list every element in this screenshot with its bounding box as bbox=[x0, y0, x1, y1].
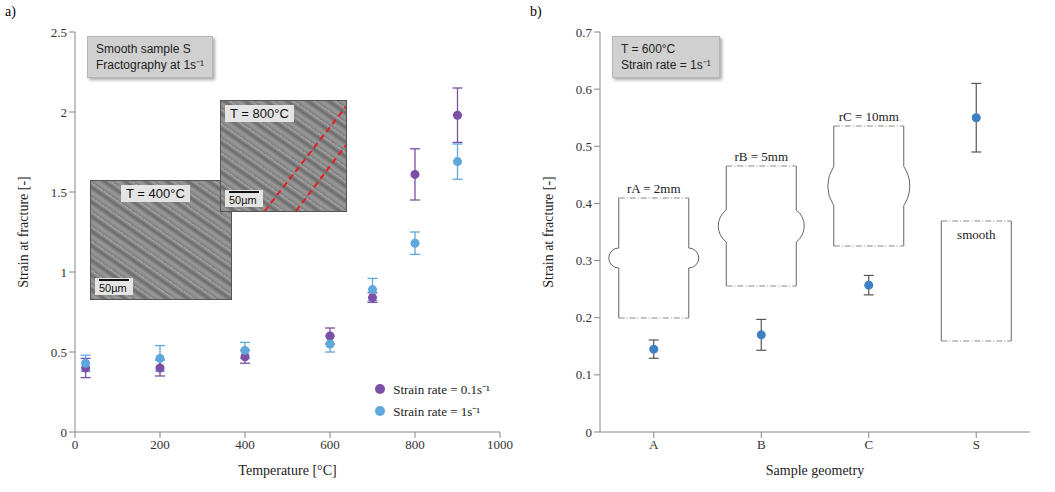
svg-text:0.3: 0.3 bbox=[576, 253, 592, 268]
svg-text:600: 600 bbox=[320, 437, 340, 452]
svg-text:smooth: smooth bbox=[957, 227, 996, 242]
svg-text:0.1: 0.1 bbox=[576, 367, 592, 382]
svg-text:0.2: 0.2 bbox=[576, 310, 592, 325]
svg-text:0: 0 bbox=[72, 437, 79, 452]
html-text:Strain rate = 1s⁻¹: Strain rate = 1s⁻¹ bbox=[621, 58, 711, 72]
svg-text:200: 200 bbox=[150, 437, 170, 452]
svg-text:C: C bbox=[864, 437, 873, 452]
svg-text:1.5: 1.5 bbox=[51, 185, 67, 200]
svg-text:Strain at fracture [-]: Strain at fracture [-] bbox=[541, 176, 556, 288]
svg-text:800: 800 bbox=[405, 437, 425, 452]
svg-text:1000: 1000 bbox=[487, 437, 513, 452]
svg-text:0.5: 0.5 bbox=[51, 345, 67, 360]
svg-text:Temperature [°C]: Temperature [°C] bbox=[238, 463, 336, 478]
svg-text:Sample geometry: Sample geometry bbox=[766, 463, 864, 478]
svg-text:2.5: 2.5 bbox=[51, 25, 67, 40]
svg-text:2: 2 bbox=[61, 105, 68, 120]
html-text:a): a) bbox=[5, 4, 16, 19]
svg-text:rC = 10mm: rC = 10mm bbox=[839, 109, 899, 124]
html-text:b): b) bbox=[530, 4, 542, 19]
svg-text:400: 400 bbox=[235, 437, 255, 452]
svg-text:0.5: 0.5 bbox=[576, 139, 592, 154]
html-text:Strain rate = 0.1s⁻¹: Strain rate = 0.1s⁻¹ bbox=[393, 382, 490, 397]
svg-text:0: 0 bbox=[586, 425, 593, 440]
html-text:50µm: 50µm bbox=[99, 282, 127, 294]
html-text:Fractography at 1s⁻¹: Fractography at 1s⁻¹ bbox=[96, 58, 204, 72]
svg-text:rB = 5mm: rB = 5mm bbox=[734, 149, 788, 164]
html-text:T = 600°C: T = 600°C bbox=[621, 42, 676, 56]
svg-text:B: B bbox=[757, 437, 766, 452]
svg-text:0.6: 0.6 bbox=[576, 82, 593, 97]
html-text:50µm: 50µm bbox=[229, 194, 257, 206]
svg-text:S: S bbox=[973, 437, 980, 452]
html-text:T = 400°C: T = 400°C bbox=[126, 186, 185, 201]
html-text:T = 800°C: T = 800°C bbox=[230, 106, 289, 121]
html-text:Strain rate = 1s⁻¹: Strain rate = 1s⁻¹ bbox=[393, 404, 481, 419]
svg-text:rA = 2mm: rA = 2mm bbox=[627, 181, 681, 196]
svg-text:Strain at fracture [-]: Strain at fracture [-] bbox=[16, 176, 31, 288]
svg-text:0: 0 bbox=[61, 425, 68, 440]
html-text:Smooth sample S: Smooth sample S bbox=[96, 42, 191, 56]
svg-text:0.7: 0.7 bbox=[576, 25, 593, 40]
svg-text:A: A bbox=[649, 437, 659, 452]
svg-text:1: 1 bbox=[61, 265, 68, 280]
svg-text:0.4: 0.4 bbox=[576, 196, 593, 211]
